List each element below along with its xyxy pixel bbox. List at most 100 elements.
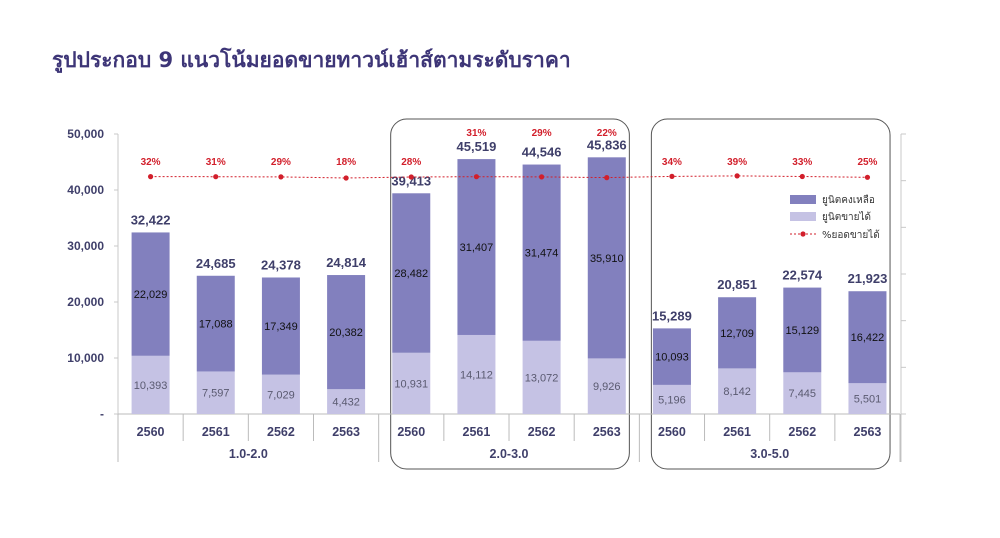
pct-point — [799, 173, 805, 180]
pct-point — [343, 175, 349, 181]
label-total: 45,836 — [587, 137, 627, 152]
group-label: 2.0-3.0 — [490, 447, 529, 461]
label-sold: 8,142 — [723, 386, 751, 398]
bar-remaining — [327, 275, 366, 390]
label-total: 45,519 — [457, 139, 497, 154]
x-tick-label: 2562 — [267, 425, 295, 439]
label-remaining: 15,129 — [785, 325, 819, 337]
x-tick-label: 2561 — [723, 425, 751, 439]
bar-sold — [848, 383, 887, 414]
group-label: 1.0-2.0 — [229, 447, 268, 461]
bar-remaining — [196, 275, 235, 372]
y-tick-label: 50,000 — [67, 127, 104, 141]
y-tick-label: 20,000 — [67, 295, 104, 309]
bar-remaining — [848, 291, 887, 384]
label-remaining: 20,382 — [329, 327, 363, 339]
pct-label: 31% — [466, 128, 486, 139]
bar-remaining — [522, 164, 561, 341]
x-tick-label: 2562 — [788, 425, 816, 439]
pct-line — [150, 175, 868, 179]
bar-sold — [718, 368, 757, 414]
label-sold: 14,112 — [460, 369, 493, 381]
pct-label: 28% — [401, 157, 421, 168]
x-tick-label: 2560 — [658, 425, 686, 439]
label-total: 24,814 — [326, 255, 367, 270]
pct-point — [408, 174, 414, 180]
legend-marker-pct — [800, 231, 806, 237]
label-sold: 5,501 — [854, 394, 882, 406]
label-sold: 4,432 — [332, 397, 360, 409]
pct-label: 18% — [336, 157, 356, 168]
label-remaining: 22,029 — [134, 289, 168, 301]
pct-point — [864, 174, 871, 180]
pct-point — [147, 174, 154, 180]
label-total: 22,574 — [782, 268, 823, 283]
bar-remaining — [457, 159, 496, 335]
x-tick-label: 2563 — [593, 425, 621, 439]
y-tick-label: 10,000 — [67, 351, 104, 365]
pct-point — [473, 174, 480, 180]
legend-swatch-remaining — [790, 195, 816, 204]
x-tick-label: 2561 — [463, 425, 491, 439]
label-total: 24,685 — [196, 256, 236, 271]
bar-sold — [457, 334, 496, 414]
pct-point — [734, 173, 740, 179]
pct-point — [213, 174, 219, 180]
pct-label: 22% — [597, 128, 617, 139]
pct-label: 39% — [727, 157, 747, 168]
pct-label: 34% — [662, 157, 682, 168]
bar-sold — [196, 371, 235, 414]
bar-sold — [522, 340, 561, 414]
group-frame — [650, 118, 891, 470]
label-remaining: 31,474 — [525, 248, 559, 260]
pct-point — [278, 174, 284, 180]
pct-label: 25% — [857, 157, 877, 168]
bar-sold — [131, 355, 170, 414]
label-remaining: 10,093 — [655, 352, 689, 364]
pct-point — [669, 173, 675, 179]
x-tick-label: 2560 — [137, 425, 165, 439]
label-remaining: 17,088 — [199, 319, 233, 331]
group-frame — [390, 118, 630, 470]
label-sold: 10,931 — [394, 378, 428, 390]
label-total: 44,546 — [522, 145, 562, 160]
label-total: 15,289 — [652, 308, 692, 323]
x-tick-label: 2561 — [202, 425, 230, 439]
pct-label: 29% — [271, 157, 291, 168]
label-sold: 13,072 — [525, 372, 559, 384]
label-remaining: 35,910 — [590, 253, 624, 265]
label-sold: 10,393 — [134, 380, 168, 392]
label-total: 20,851 — [717, 277, 757, 292]
label-sold: 9,926 — [593, 381, 621, 393]
pct-label: 31% — [206, 157, 226, 168]
label-remaining: 12,709 — [720, 328, 754, 340]
bar-sold — [652, 384, 691, 414]
label-total: 32,422 — [131, 212, 171, 227]
x-tick-label: 2563 — [332, 425, 360, 439]
bar-remaining — [652, 328, 691, 385]
y-tick-label: 30,000 — [67, 239, 104, 253]
bar-remaining — [261, 277, 300, 375]
bar-sold — [783, 372, 822, 414]
x-tick-label: 2560 — [397, 425, 425, 439]
label-sold: 7,597 — [202, 388, 230, 400]
bar-remaining — [783, 287, 822, 373]
label-sold: 5,196 — [658, 394, 686, 406]
x-tick-label: 2562 — [528, 425, 556, 439]
pct-label: 29% — [532, 128, 552, 139]
pct-point — [604, 175, 610, 181]
legend-label-sold: ยูนิตขายได้ — [822, 211, 871, 223]
legend-swatch-sold — [790, 212, 816, 221]
bar-remaining — [131, 232, 170, 356]
legend-label-remaining: ยูนิตคงเหลือ — [822, 194, 875, 206]
label-remaining: 17,349 — [264, 321, 298, 333]
bar-sold — [261, 374, 300, 414]
label-total: 24,378 — [261, 257, 301, 272]
bar-sold — [587, 358, 626, 414]
label-remaining: 16,422 — [851, 332, 885, 344]
pct-label: 32% — [141, 157, 161, 168]
bar-sold — [327, 389, 366, 414]
label-remaining: 28,482 — [394, 268, 428, 280]
pct-point — [539, 174, 545, 180]
